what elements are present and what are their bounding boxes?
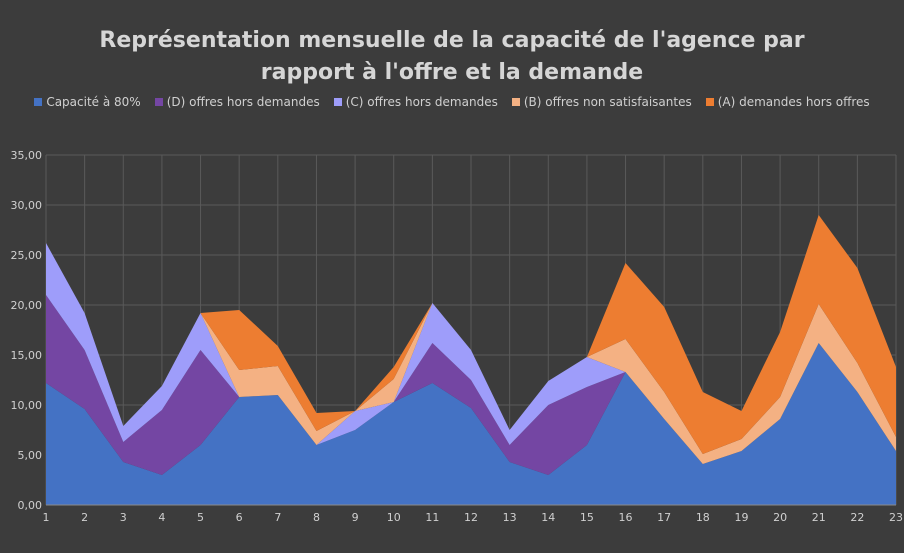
legend-label: (D) offres hors demandes: [166, 95, 320, 109]
legend: Capacité à 80% (D) offres hors demandes …: [0, 95, 904, 109]
legend-item-capacite: Capacité à 80%: [34, 95, 141, 109]
area-series-2: [46, 243, 896, 464]
legend-swatch: [333, 98, 342, 106]
legend-label: Capacité à 80%: [46, 95, 141, 109]
x-tick-label: 8: [313, 511, 320, 524]
x-tick-label: 20: [773, 511, 787, 524]
x-tick-label: 3: [120, 511, 127, 524]
legend-label: (C) offres hors demandes: [345, 95, 498, 109]
legend-item-b: (B) offres non satisfaisantes: [511, 95, 692, 109]
x-tick-label: 19: [734, 511, 748, 524]
x-tick-label: 5: [197, 511, 204, 524]
x-tick-label: 9: [352, 511, 359, 524]
x-tick-label: 15: [580, 511, 594, 524]
legend-swatch: [705, 98, 714, 106]
legend-item-d: (D) offres hors demandes: [154, 95, 320, 109]
y-tick-label: 0,00: [18, 499, 43, 512]
x-tick-label: 23: [889, 511, 903, 524]
area-series-4: [46, 215, 896, 454]
x-tick-label: 18: [696, 511, 710, 524]
y-tick-label: 20,00: [11, 299, 43, 312]
y-tick-label: 5,00: [18, 449, 43, 462]
area-series-1: [46, 295, 896, 475]
legend-swatch: [511, 98, 520, 106]
chart-title-line-1: Représentation mensuelle de la capacité …: [99, 28, 805, 53]
y-tick-label: 30,00: [11, 199, 43, 212]
chart-title-line-2: rapport à l'offre et la demande: [260, 60, 644, 85]
legend-item-c: (C) offres hors demandes: [333, 95, 498, 109]
x-tick-label: 4: [158, 511, 165, 524]
y-tick-label: 10,00: [11, 399, 43, 412]
legend-label: (A) demandes hors offres: [717, 95, 870, 109]
x-tick-label: 6: [236, 511, 243, 524]
x-tick-label: 10: [387, 511, 401, 524]
area-series-0: [46, 343, 896, 505]
legend-swatch: [34, 98, 43, 106]
x-tick-label: 13: [503, 511, 517, 524]
x-tick-label: 2: [81, 511, 88, 524]
x-tick-label: 22: [850, 511, 864, 524]
y-tick-label: 25,00: [11, 249, 43, 262]
y-tick-label: 35,00: [11, 149, 43, 162]
x-tick-label: 21: [812, 511, 826, 524]
legend-label: (B) offres non satisfaisantes: [523, 95, 692, 109]
x-tick-label: 16: [619, 511, 633, 524]
x-tick-label: 14: [541, 511, 555, 524]
legend-item-a: (A) demandes hors offres: [705, 95, 870, 109]
x-tick-label: 12: [464, 511, 478, 524]
x-tick-label: 17: [657, 511, 671, 524]
legend-swatch: [154, 98, 163, 106]
x-tick-label: 7: [274, 511, 281, 524]
x-tick-label: 1: [43, 511, 50, 524]
x-tick-label: 11: [425, 511, 439, 524]
y-tick-label: 15,00: [11, 349, 43, 362]
